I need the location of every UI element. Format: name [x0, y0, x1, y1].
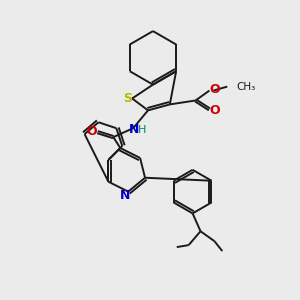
- Text: O: O: [86, 125, 97, 138]
- Text: S: S: [123, 92, 132, 105]
- Text: N: N: [129, 123, 139, 136]
- Text: H: H: [138, 125, 146, 135]
- Text: CH₃: CH₃: [236, 82, 255, 92]
- Text: N: N: [120, 189, 130, 202]
- Text: O: O: [209, 104, 220, 117]
- Text: O: O: [209, 83, 220, 96]
